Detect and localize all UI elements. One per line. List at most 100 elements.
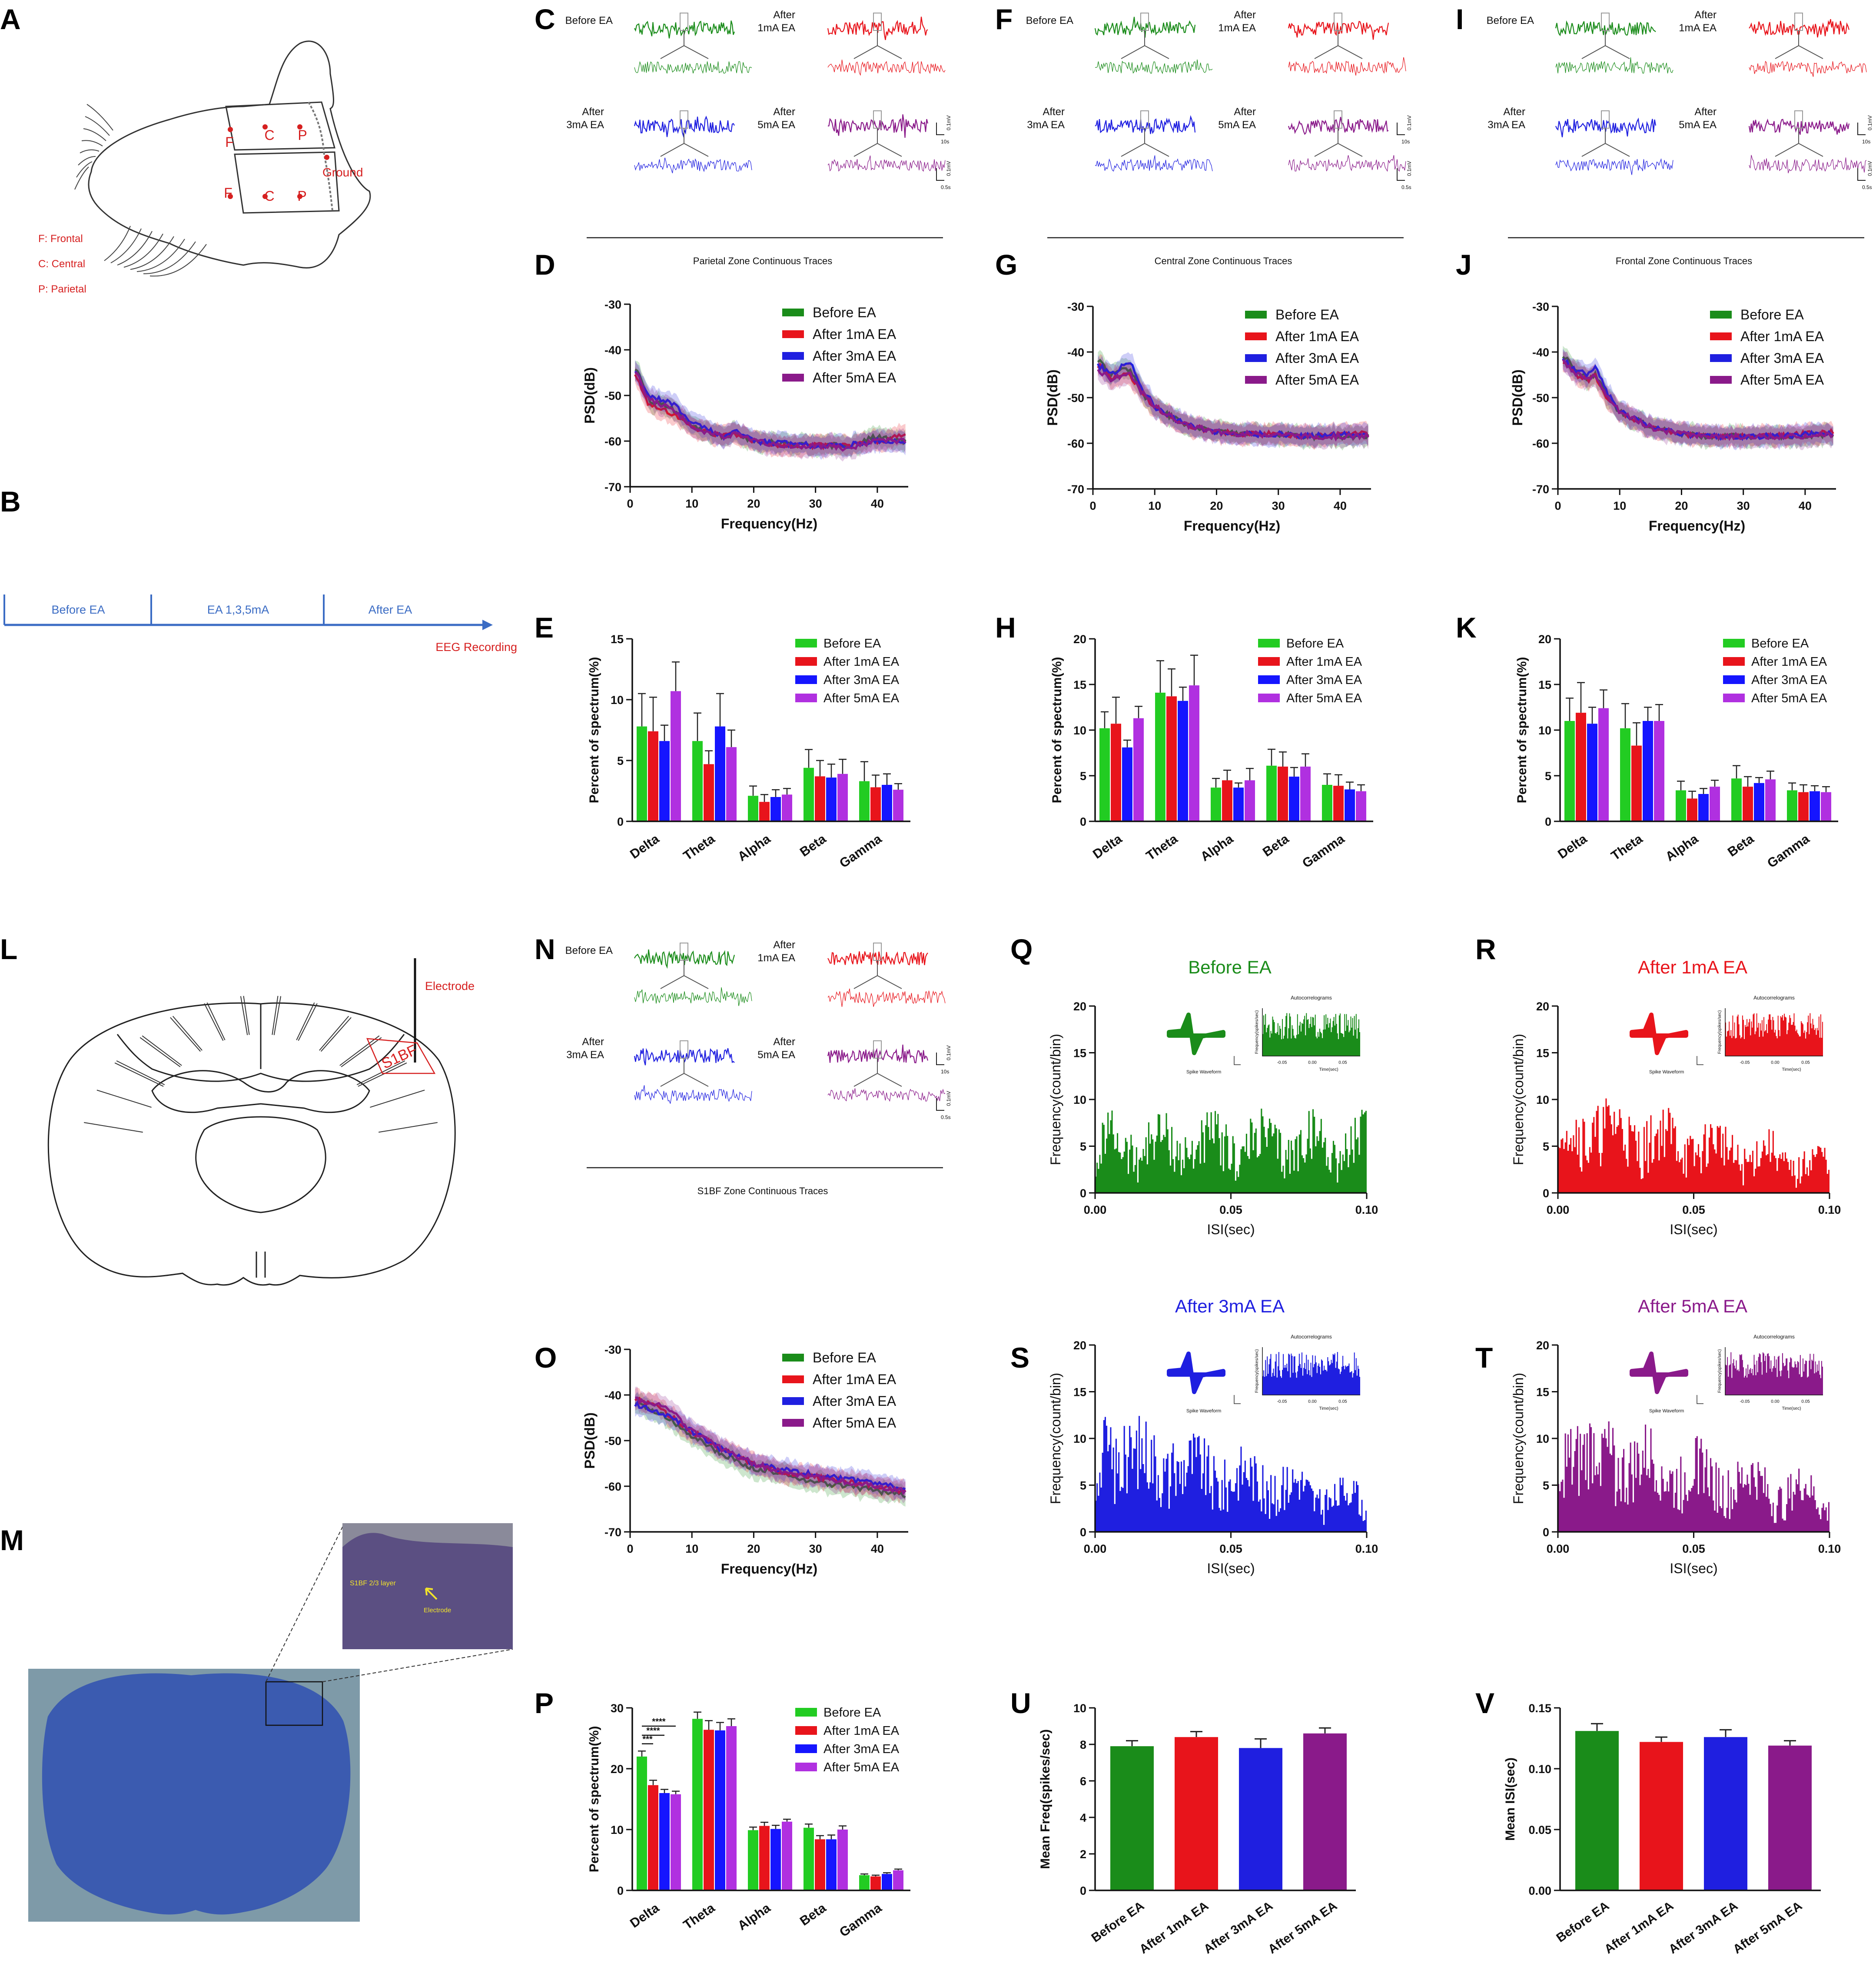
psd-band <box>635 1392 906 1501</box>
x-tick-label: 0.05 <box>1682 1542 1705 1555</box>
spike-waveform <box>1167 1013 1225 1055</box>
category-label: After 1mA EA <box>1137 1899 1211 1956</box>
bar <box>637 1757 647 1890</box>
whisker <box>104 226 131 261</box>
psd-band <box>635 1386 906 1504</box>
category-label: Alpha <box>735 832 773 864</box>
autocorrelogram-tick: -0.05 <box>1740 1060 1750 1065</box>
cortical-division <box>296 1002 315 1040</box>
trace-condition-label: 3mA EA <box>1027 119 1065 131</box>
legend-label: Before EA <box>1286 637 1344 651</box>
bar <box>1289 777 1299 821</box>
autocorrelogram-xlabel: Time(sec) <box>1782 1406 1801 1411</box>
expanded-trace <box>1555 158 1673 175</box>
corpus-callosum <box>116 1034 405 1082</box>
bar <box>1233 787 1244 821</box>
bar <box>1821 792 1831 821</box>
trace-condition-label: After <box>773 9 795 21</box>
bar <box>715 1730 725 1890</box>
expanded-trace <box>1095 59 1213 74</box>
autocorrelogram-ylabel: Frequency(spikes/sec) <box>1717 1349 1722 1393</box>
bar <box>1643 721 1653 821</box>
expanded-trace <box>1288 57 1406 76</box>
psd-band <box>1098 361 1368 450</box>
scale-bar <box>1397 123 1405 135</box>
layer-label: S1BF 2/3 layer <box>350 1580 396 1587</box>
zoom-connector <box>853 30 902 59</box>
whisker <box>76 161 93 178</box>
y-axis-label: Frequency(count/bin) <box>1511 1373 1526 1504</box>
bar <box>759 1826 770 1890</box>
inset-scale-bar <box>1234 1056 1241 1065</box>
panel-letter-i: I <box>1456 3 1464 35</box>
x-tick-label: 30 <box>809 497 822 510</box>
cortical-division <box>272 996 279 1035</box>
y-tick-label: 5 <box>1080 1479 1086 1492</box>
cortical-division <box>319 1016 349 1051</box>
autocorrelogram-tick: 0.05 <box>1338 1399 1347 1404</box>
category-label: Alpha <box>735 1901 773 1933</box>
whisker <box>143 241 196 274</box>
legend-label: Before EA <box>813 1350 877 1365</box>
y-tick-label: -30 <box>604 298 621 311</box>
zoom-connector <box>1314 30 1363 59</box>
zoom-connector <box>1775 30 1823 59</box>
legend-swatch <box>1258 694 1280 702</box>
autocorrelogram-tick: 0.00 <box>1308 1399 1317 1404</box>
whisker <box>149 244 207 277</box>
y-tick-label: 0.00 <box>1528 1884 1551 1897</box>
bar <box>726 1726 737 1890</box>
trace-condition-label: 1mA EA <box>757 22 795 34</box>
whisker <box>123 233 163 268</box>
bar <box>1222 780 1232 821</box>
bar <box>837 774 848 821</box>
whisker <box>86 104 113 131</box>
x-axis-label: ISI(sec) <box>1207 1222 1255 1237</box>
inset-scale-bar <box>1697 1056 1703 1065</box>
y-axis-label: Percent of spectrum(%) <box>587 657 601 804</box>
legend-label: After 3mA EA <box>823 673 900 687</box>
category-label: Beta <box>797 1901 829 1929</box>
y-axis-label: PSD(dB) <box>582 1412 598 1469</box>
legend-swatch <box>782 1354 804 1362</box>
autocorrelogram-title: Autocorrelograms <box>1753 1334 1795 1340</box>
bar <box>1211 787 1221 821</box>
x-tick-label: 10 <box>1148 499 1161 512</box>
bar <box>782 1821 792 1890</box>
x-tick-label: 0.05 <box>1682 1203 1705 1216</box>
whisker <box>130 236 174 270</box>
psd-chart-g: -70 -60 -50 -40 -30 0 10 20 30 40 Frequency(Hz) PSD… <box>1045 300 1371 534</box>
trace-condition-label: 3mA EA <box>566 1049 604 1061</box>
panel-l-coronal-section: Electrode S1BF <box>47 958 475 1286</box>
expanded-trace <box>634 61 752 74</box>
panel-letter-c: C <box>535 3 555 35</box>
psd-band <box>1563 350 1833 451</box>
y-tick-label: 20 <box>1073 1339 1086 1352</box>
bar <box>870 787 881 821</box>
bar <box>893 790 903 821</box>
band-bar-chart-h: Delta Theta Alpha Beta Gamma 0 5 10 15 20 Percent … <box>1050 633 1373 871</box>
x-tick-label: 40 <box>871 497 884 510</box>
trace-condition-label: 5mA EA <box>757 1049 795 1061</box>
x-tick-label: 0.10 <box>1355 1542 1378 1555</box>
panel-letter-e: E <box>535 611 554 644</box>
expanded-trace <box>634 1085 752 1104</box>
category-label: Gamma <box>837 1901 884 1940</box>
category-label: After 3mA EA <box>1201 1899 1275 1956</box>
legend-swatch <box>795 1763 817 1771</box>
expanded-trace <box>1749 155 1867 173</box>
y-tick-label: 10 <box>1073 1093 1086 1106</box>
stained-section <box>42 1673 351 1915</box>
x-tick-label: 0.05 <box>1219 1542 1242 1555</box>
y-tick-label: 15 <box>1536 1386 1549 1399</box>
y-tick-label: 2 <box>1080 1848 1086 1861</box>
x-tick-label: 20 <box>747 1542 760 1555</box>
isi-histogram-r: After 1mA EA 0 5 10 15 20 0.00 0.05 0.10 ISI(sec)… <box>1511 957 1841 1237</box>
cortical-division <box>243 996 250 1035</box>
s1bf-label: S1BF <box>379 1042 419 1072</box>
legend-swatch <box>795 694 817 702</box>
y-tick-label: 10 <box>1538 724 1551 737</box>
y-tick-label: -60 <box>604 1480 621 1493</box>
x-tick-label: 20 <box>747 497 760 510</box>
